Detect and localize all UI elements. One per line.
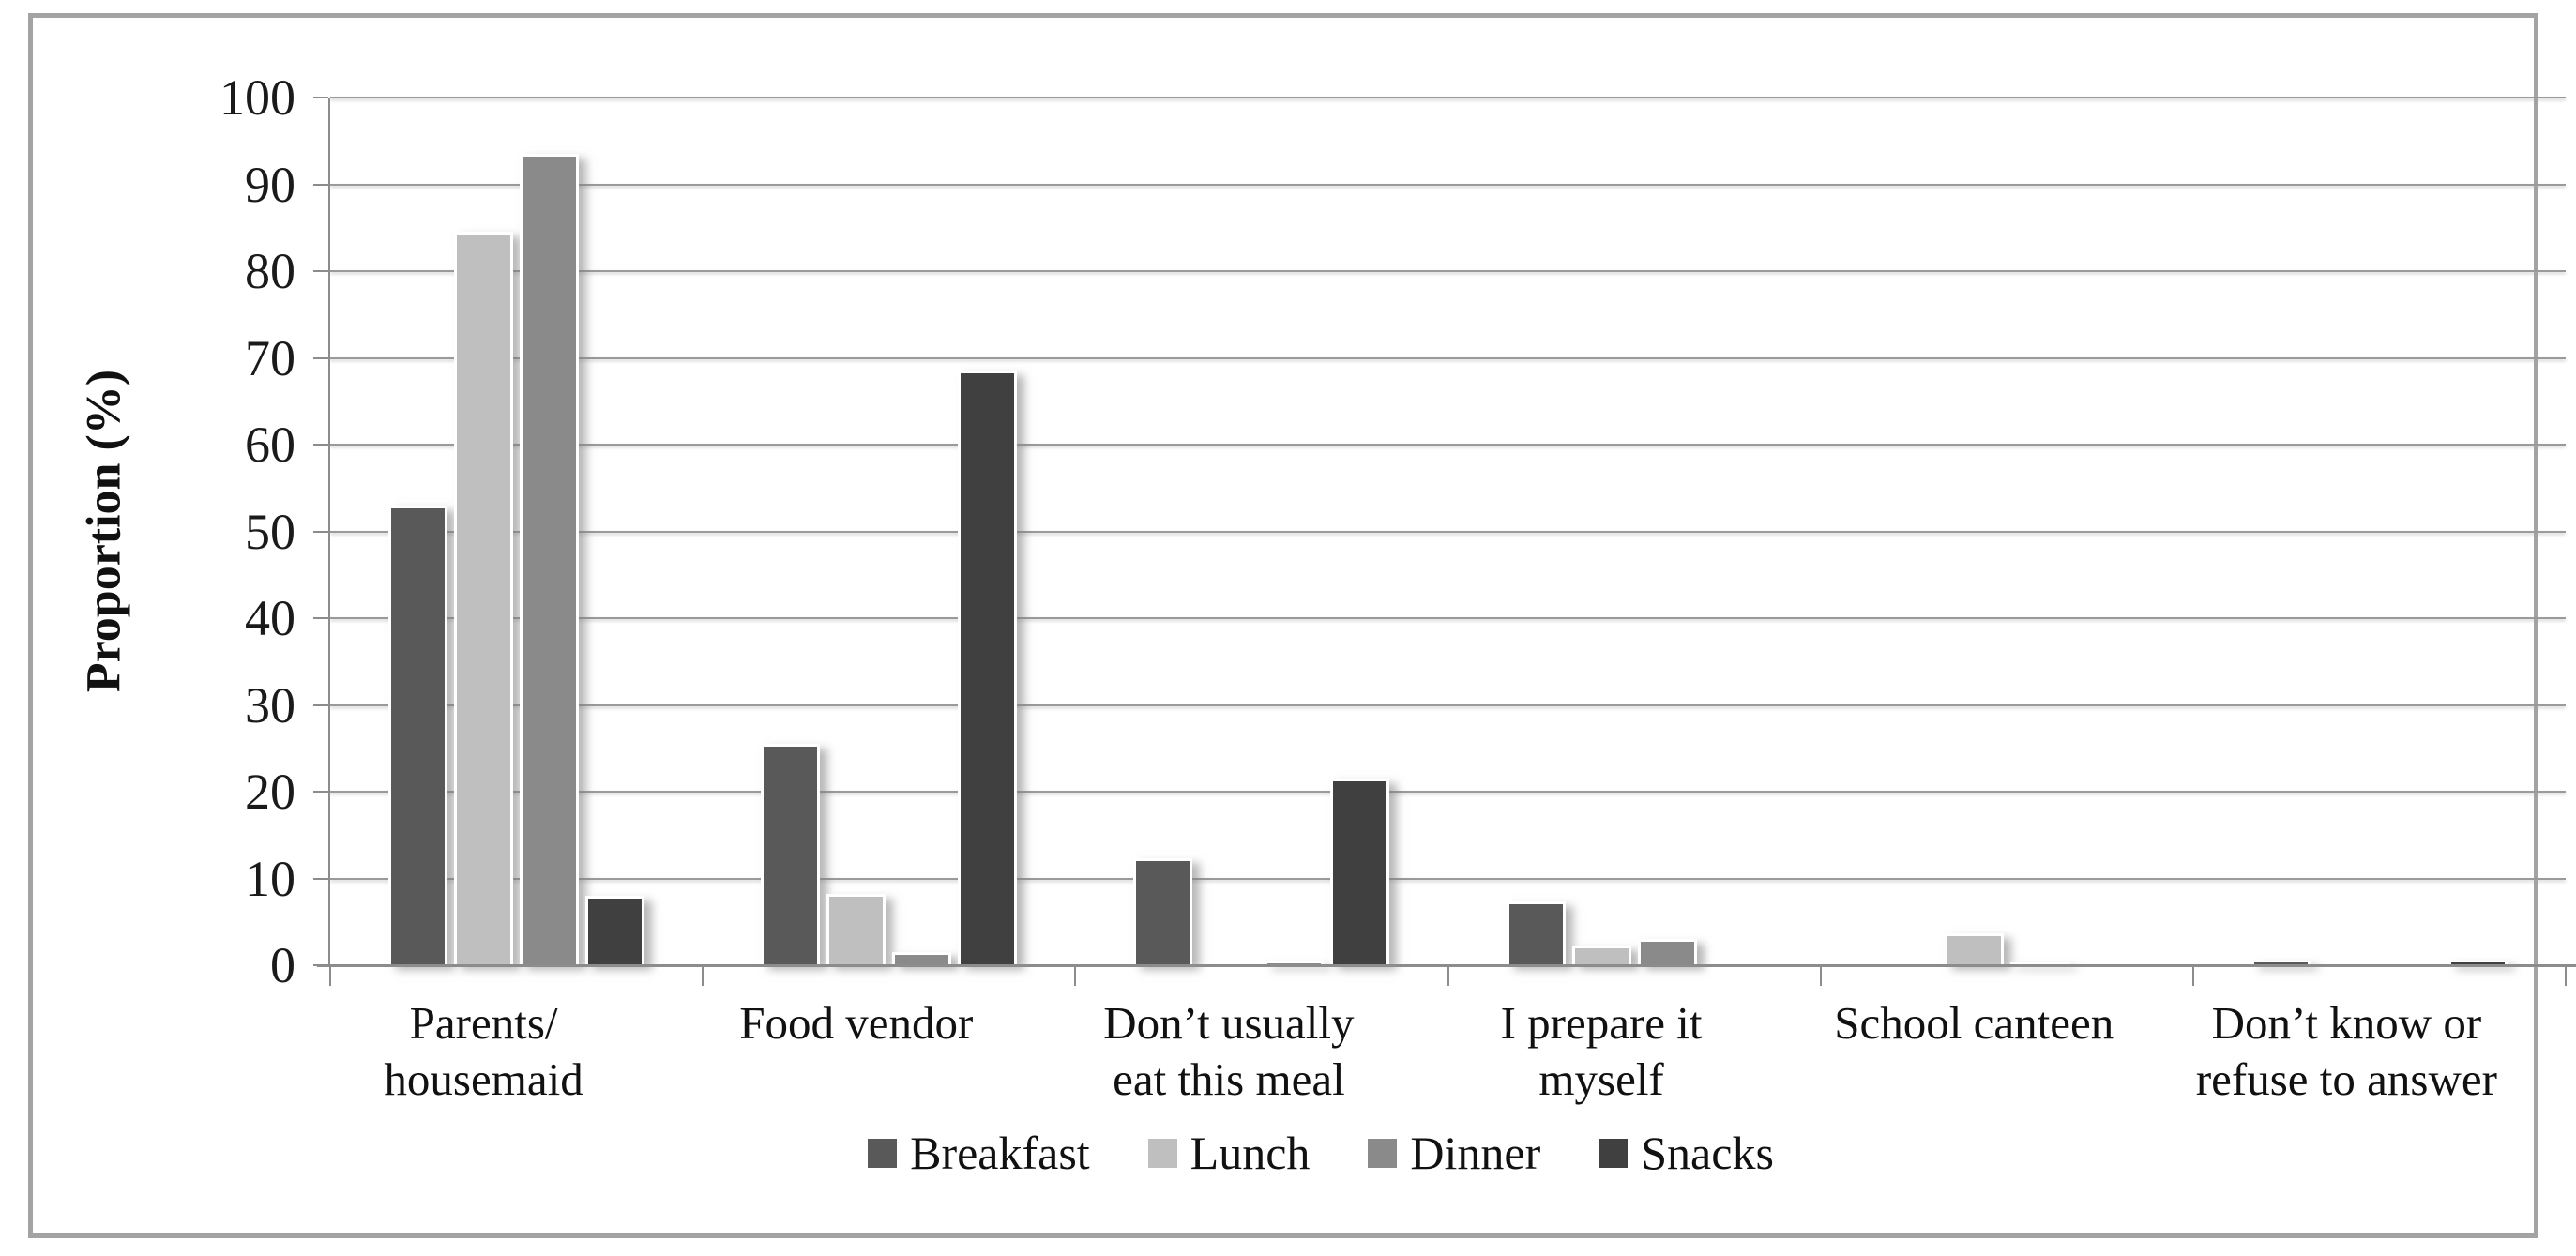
bar-breakfast-2 — [761, 744, 821, 965]
y-tick-label-20: 20 — [245, 764, 295, 820]
bar-breakfast-4 — [1506, 900, 1566, 965]
x-axis-label-1: Parents/ housemaid — [384, 997, 583, 1105]
legend-label-breakfast: Breakfast — [910, 1127, 1090, 1179]
y-tick-label-90: 90 — [245, 156, 295, 213]
y-tick-label-100: 100 — [220, 69, 295, 126]
y-axis-title-text: Proportion (%) — [77, 369, 131, 693]
gridline-90 — [330, 183, 2566, 186]
y-axis-tick-30 — [313, 704, 328, 706]
y-tick-label-50: 50 — [245, 503, 295, 560]
bar-lunch-2 — [826, 894, 886, 965]
gridline-40 — [330, 617, 2566, 619]
bar-dinner-5 — [2009, 962, 2069, 965]
bar-group-1 — [330, 98, 703, 965]
bar-dinner-2 — [892, 952, 952, 965]
bar-group-3 — [1075, 98, 1447, 965]
gridline-20 — [330, 791, 2566, 793]
y-axis-line — [328, 98, 330, 967]
bar-snacks-2 — [958, 371, 1018, 965]
y-axis-tick-70 — [313, 356, 328, 359]
legend-marker-dinner — [1368, 1138, 1398, 1168]
bar-group-2 — [703, 98, 1075, 965]
legend-marker-lunch — [1147, 1138, 1177, 1168]
bar-group-4 — [1448, 98, 1821, 965]
x-axis-tick-6 — [2565, 965, 2567, 986]
x-axis-label-2: Food vendor — [739, 997, 974, 1049]
y-axis-tick-20 — [313, 791, 328, 793]
y-axis-tick-60 — [313, 444, 328, 446]
y-axis-tick-40 — [313, 617, 328, 619]
bar-breakfast-6 — [2250, 961, 2311, 965]
y-tick-label-0: 0 — [270, 937, 295, 993]
x-axis-tick-5 — [2191, 965, 2194, 986]
bar-lunch-1 — [454, 232, 514, 965]
y-axis-tick-90 — [313, 183, 328, 186]
y-axis-tick-100 — [313, 97, 328, 98]
gridline-10 — [330, 877, 2566, 880]
legend-marker-snacks — [1599, 1138, 1629, 1168]
gridline-100 — [330, 97, 2566, 98]
legend-label-dinner: Dinner — [1410, 1127, 1541, 1179]
x-axis-tick-4 — [1819, 965, 1822, 986]
legend-marker-breakfast — [868, 1138, 898, 1168]
bar-group-5 — [1821, 98, 2193, 965]
chart-frame: Proportion (%) 0 10 20 30 40 50 60 70 80 90 100 Pa… — [28, 13, 2576, 1238]
bar-group-6 — [2193, 98, 2566, 965]
bar-dinner-4 — [1637, 939, 1697, 965]
x-axis-tick-2 — [1074, 965, 1077, 986]
x-axis-label-5: School canteen — [1834, 997, 2114, 1049]
x-axis-tick-1 — [702, 965, 705, 986]
x-axis-label-3: Don’t usually eat this meal — [1103, 997, 1355, 1105]
y-tick-label-60: 60 — [245, 416, 295, 473]
bar-breakfast-3 — [1133, 858, 1193, 965]
y-tick-label-80: 80 — [245, 243, 295, 299]
y-axis-tick-10 — [313, 877, 328, 880]
legend-label-lunch: Lunch — [1190, 1127, 1311, 1179]
gridline-50 — [330, 530, 2566, 533]
y-tick-label-70: 70 — [245, 329, 295, 386]
x-axis-line — [317, 964, 2576, 967]
legend-label-snacks: Snacks — [1641, 1127, 1774, 1179]
x-axis-tick-3 — [1447, 965, 1449, 986]
legend-item-breakfast: Breakfast — [868, 1129, 1090, 1176]
bar-snacks-1 — [585, 896, 645, 965]
legend-item-snacks: Snacks — [1599, 1129, 1774, 1176]
x-axis-label-6: Don’t know or refuse to answer — [2195, 997, 2497, 1105]
x-axis-tick-0 — [329, 965, 331, 986]
bar-breakfast-1 — [388, 505, 448, 965]
bar-snacks-3 — [1330, 779, 1390, 965]
bar-lunch-4 — [1571, 945, 1631, 965]
gridline-60 — [330, 444, 2566, 446]
gridline-80 — [330, 270, 2566, 272]
gridline-70 — [330, 356, 2566, 359]
bar-dinner-1 — [520, 154, 580, 965]
y-tick-label-40: 40 — [245, 590, 295, 646]
legend-item-lunch: Lunch — [1147, 1127, 1311, 1179]
y-tick-label-30: 30 — [245, 676, 295, 734]
bar-dinner-3 — [1265, 961, 1325, 965]
legend: Breakfast Lunch Dinner Snacks — [33, 1129, 2576, 1176]
y-tick-label-10: 10 — [245, 850, 295, 907]
plot-area: 0 10 20 30 40 50 60 70 80 90 100 — [220, 72, 2576, 991]
y-axis-tick-50 — [313, 530, 328, 533]
x-axis-label-4: I prepare it myself — [1500, 997, 1703, 1105]
bar-lunch-5 — [1944, 932, 2004, 965]
gridline-30 — [330, 704, 2566, 706]
y-axis-tick-80 — [313, 270, 328, 272]
bar-snacks-6 — [2447, 961, 2508, 965]
legend-item-dinner: Dinner — [1368, 1129, 1540, 1176]
